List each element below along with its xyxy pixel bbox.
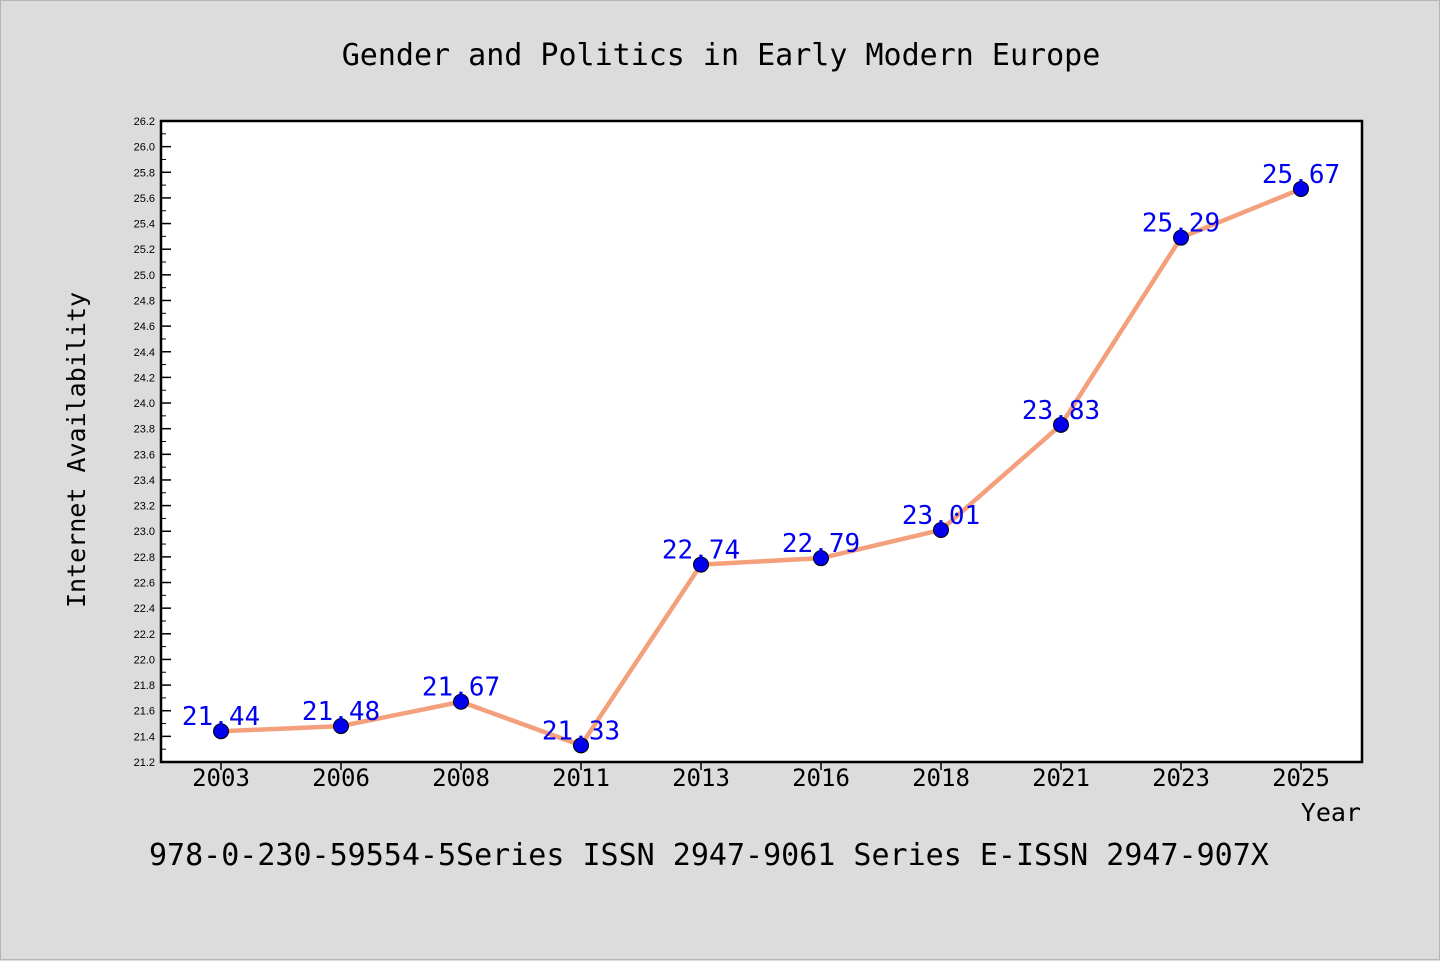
y-tick-label: 22.0 (134, 654, 155, 666)
data-label: 22.79 (782, 529, 860, 559)
y-tick-label: 25.2 (134, 244, 155, 256)
y-tick-label: 23.8 (134, 424, 155, 436)
y-tick-label: 24.4 (134, 347, 155, 359)
y-tick-label: 24.6 (134, 321, 155, 333)
y-tick-label: 25.0 (134, 270, 155, 282)
data-label: 22.74 (662, 536, 740, 566)
data-point-marker (573, 737, 589, 754)
data-label: 25.29 (1142, 209, 1220, 239)
y-tick-label: 22.6 (134, 578, 155, 590)
y-axis: 21.2 21.4 21.6 21.8 22.0 22.2 22.4 22.6 22.8 23.0… (134, 116, 171, 769)
x-tick-label: 2013 (672, 764, 730, 792)
y-tick-label: 26.0 (134, 142, 155, 154)
y-tick-label: 26.2 (134, 116, 155, 128)
data-point-marker (933, 521, 949, 538)
data-point-marker (453, 693, 469, 710)
y-tick-label: 24.8 (134, 295, 155, 307)
data-labels: 21.44 21.48 21.67 21.33 22.74 22.79 23.01 23.83… (182, 160, 1340, 746)
plot-area (159, 119, 1364, 764)
y-tick-label: 21.2 (134, 757, 155, 769)
y-tick-label: 22.8 (134, 552, 155, 564)
data-label: 23.01 (902, 501, 980, 531)
y-tick-label: 25.4 (134, 219, 155, 231)
y-tick-label: 22.2 (134, 629, 155, 641)
series-line (213, 180, 1309, 754)
y-tick-label: 24.0 (134, 398, 155, 410)
x-tick-label: 2011 (552, 764, 610, 792)
data-label: 21.44 (182, 702, 260, 732)
y-tick-label: 21.6 (134, 706, 155, 718)
data-label: 25.67 (1262, 160, 1340, 190)
data-point-marker (213, 723, 229, 740)
x-tick-label: 2008 (432, 764, 490, 792)
y-tick-label: 23.2 (134, 501, 155, 513)
data-point-marker (1293, 180, 1309, 197)
data-label: 21.33 (542, 716, 620, 746)
footer-isbn-text: 978-0-230-59554-5Series ISSN 2947-9061 S… (149, 838, 1269, 873)
x-tick-label: 2003 (192, 764, 250, 792)
data-point-marker (333, 718, 349, 735)
data-label: 21.67 (422, 673, 500, 703)
y-tick-label: 21.8 (134, 680, 155, 692)
x-tick-label: 2016 (792, 764, 850, 792)
y-axis-label: Internet Availability (62, 292, 91, 608)
data-point-marker (1173, 229, 1189, 246)
data-point-marker (693, 556, 709, 573)
y-tick-label: 23.6 (134, 449, 155, 461)
y-tick-label: 22.4 (134, 603, 155, 615)
x-tick-label: 2018 (912, 764, 970, 792)
y-tick-label: 23.4 (134, 475, 155, 487)
y-tick-label: 24.2 (134, 372, 155, 384)
data-point-marker (1053, 416, 1069, 433)
y-tick-label: 23.0 (134, 526, 155, 538)
data-point-marker (813, 550, 829, 567)
y-tick-label: 25.6 (134, 193, 155, 205)
x-axis: 2003 2006 2008 2011 2013 2016 2018 2021 2023 2025 (192, 762, 1330, 792)
x-axis-label: Year (1301, 798, 1361, 827)
x-tick-label: 2025 (1272, 764, 1330, 792)
x-tick-label: 2006 (312, 764, 370, 792)
series-line-path (218, 186, 1304, 748)
y-tick-label: 25.8 (134, 167, 155, 179)
chart-title: Gender and Politics in Early Modern Euro… (342, 38, 1101, 73)
x-tick-label: 2021 (1032, 764, 1090, 792)
y-tick-label: 21.4 (134, 731, 155, 743)
data-label: 23.83 (1022, 396, 1100, 426)
x-tick-label: 2023 (1152, 764, 1210, 792)
data-label: 21.48 (302, 697, 380, 727)
